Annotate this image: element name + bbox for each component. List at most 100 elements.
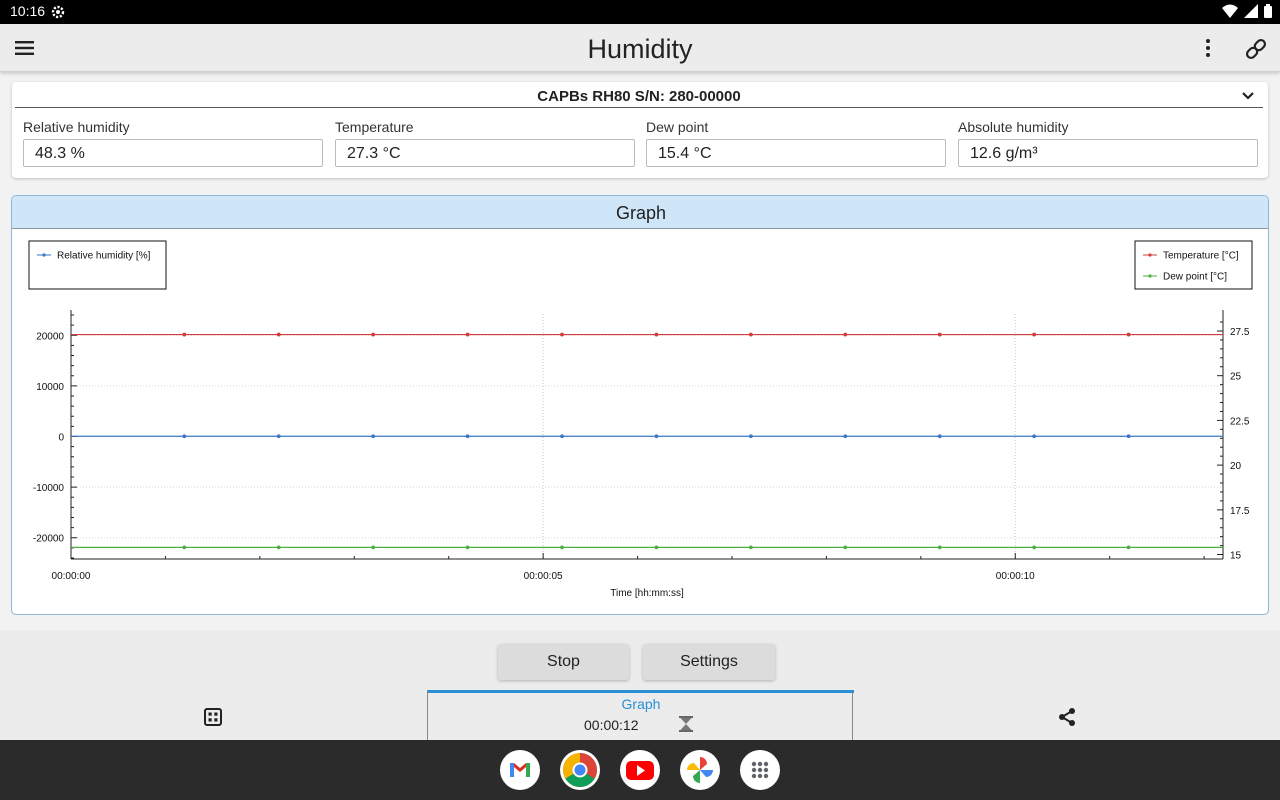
y-left-tick-label: -10000	[33, 483, 65, 494]
link-icon[interactable]	[1243, 36, 1269, 62]
x-tick-label: 00:00:00	[52, 571, 91, 582]
device-selector[interactable]: CAPBs RH80 S/N: 280-00000	[15, 84, 1263, 108]
rh-field: 48.3 %	[23, 139, 323, 167]
legend-swatch-point	[1148, 253, 1152, 257]
legend-swatch-point	[42, 253, 46, 257]
status-time: 10:16	[10, 3, 46, 19]
y-right-tick-label: 20	[1230, 461, 1242, 472]
chrome-icon[interactable]	[560, 750, 600, 790]
action-bar: Stop Settings	[0, 630, 1280, 690]
data-point	[748, 545, 753, 550]
data-point	[371, 332, 376, 337]
legend-right-box	[1134, 240, 1253, 290]
data-point	[1126, 332, 1131, 337]
data-point	[748, 332, 753, 337]
data-point	[465, 434, 470, 439]
more-vert-icon[interactable]	[1196, 36, 1220, 60]
menu-icon[interactable]	[12, 36, 38, 60]
data-point	[1032, 332, 1037, 337]
page-title: Humidity	[587, 34, 693, 64]
data-point	[1126, 434, 1131, 439]
data-point	[937, 332, 942, 337]
stop-button[interactable]: Stop	[498, 644, 629, 680]
gmail-icon[interactable]	[500, 750, 540, 790]
data-point	[182, 545, 187, 550]
data-point	[276, 545, 281, 550]
x-tick-label: 00:00:10	[996, 571, 1035, 582]
temperature-field: 27.3 °C	[335, 139, 635, 167]
data-point	[1032, 434, 1037, 439]
y-left-tick-label: 0	[58, 433, 64, 444]
data-point	[371, 434, 376, 439]
app-dock	[0, 740, 1280, 800]
legend-label: Relative humidity [%]	[57, 251, 151, 262]
wifi-icon	[1222, 4, 1238, 18]
chart: 00:00:00 00:00:05 00:00:10 Time [hh:mm:ss] 2…	[28, 240, 1253, 599]
hourglass-icon	[679, 716, 693, 732]
bottom-nav: Graph 00:00:12	[0, 690, 1280, 740]
x-tick-label: 00:00:05	[524, 571, 563, 582]
app-drawer-icon[interactable]	[740, 750, 780, 790]
data-point	[560, 434, 564, 439]
data-point	[1126, 545, 1131, 550]
data-point	[465, 332, 470, 337]
status-bar: 10:16	[0, 0, 1280, 24]
y-right-tick-label: 25	[1230, 372, 1242, 383]
data-point	[748, 434, 753, 439]
legend-label: Temperature [°C]	[1163, 251, 1239, 262]
grid-view-icon	[204, 708, 222, 726]
x-axis-label: Time [hh:mm:ss]	[610, 588, 684, 599]
nav-item-grid[interactable]	[0, 690, 427, 740]
device-card: CAPBs RH80 S/N: 280-00000 Relative humid…	[12, 82, 1268, 178]
y-right-tick-label: 17.5	[1230, 506, 1250, 517]
data-point	[937, 434, 942, 439]
legend-left-box	[28, 240, 167, 290]
dew-point-field: 15.4 °C	[646, 139, 946, 167]
settings-button[interactable]: Settings	[643, 644, 775, 680]
graph-panel: Graph 00:00:00 00:00:05 00:00:10 Time [hh:m…	[11, 195, 1269, 615]
legend-label: Dew point [°C]	[1163, 272, 1227, 283]
photos-icon[interactable]	[680, 750, 720, 790]
share-icon	[1059, 708, 1075, 726]
app-bar: Humidity	[0, 24, 1280, 72]
legend-swatch-point	[1148, 274, 1152, 278]
data-point	[465, 545, 470, 550]
y-right-tick-label: 22.5	[1230, 416, 1250, 427]
y-right-tick-label: 15	[1230, 551, 1242, 562]
nav-item-graph-label: Graph	[621, 696, 661, 712]
nav-item-share[interactable]	[853, 690, 1280, 740]
data-point	[276, 434, 281, 439]
dew-point-label: Dew point	[646, 119, 709, 135]
absolute-humidity-label: Absolute humidity	[958, 119, 1069, 135]
settings-icon	[51, 5, 65, 19]
data-point	[1032, 545, 1037, 550]
data-point	[560, 332, 564, 337]
rh-label: Relative humidity	[23, 119, 130, 135]
data-point	[654, 434, 659, 439]
data-point	[843, 545, 848, 550]
data-point	[182, 434, 187, 439]
battery-icon	[1264, 4, 1272, 18]
data-point	[654, 332, 659, 337]
signal-icon	[1244, 4, 1258, 18]
device-selector-label: CAPBs RH80 S/N: 280-00000	[537, 88, 741, 105]
data-point	[560, 545, 564, 550]
data-point	[843, 434, 848, 439]
data-point	[276, 332, 281, 337]
data-point	[654, 545, 659, 550]
y-left-tick-label: -20000	[33, 534, 65, 545]
data-point	[937, 545, 942, 550]
y-right-tick-label: 27.5	[1230, 327, 1250, 338]
chevron-down-icon	[1242, 92, 1254, 100]
absolute-humidity-field: 12.6 g/m³	[958, 139, 1258, 167]
youtube-icon[interactable]	[620, 750, 660, 790]
active-tab-indicator	[428, 690, 854, 693]
graph-header: Graph	[12, 196, 1268, 229]
nav-item-graph[interactable]: Graph 00:00:12	[427, 690, 854, 740]
elapsed-timer: 00:00:12	[584, 717, 639, 733]
temperature-label: Temperature	[335, 119, 414, 135]
data-point	[371, 545, 376, 550]
data-point	[843, 332, 848, 337]
data-point	[182, 332, 187, 337]
y-left-tick-label: 20000	[36, 331, 64, 342]
